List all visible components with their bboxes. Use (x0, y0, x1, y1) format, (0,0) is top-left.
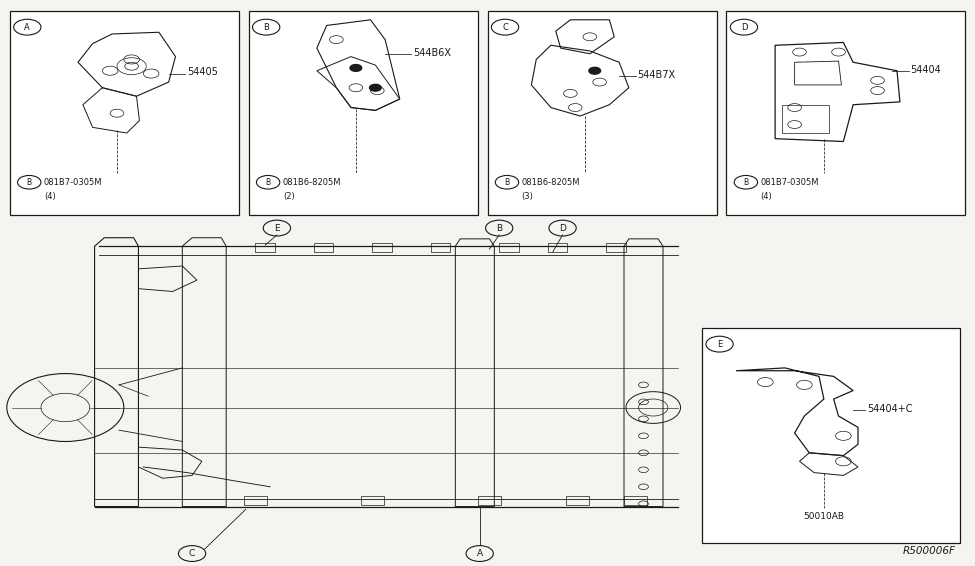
FancyBboxPatch shape (488, 11, 717, 215)
Text: 081B7-0305M: 081B7-0305M (760, 178, 819, 187)
Text: E: E (717, 340, 722, 349)
Text: (4): (4) (44, 192, 56, 201)
FancyBboxPatch shape (249, 11, 478, 215)
Text: B: B (496, 224, 502, 233)
Bar (255, 243, 275, 252)
Text: (3): (3) (522, 192, 533, 201)
Text: B: B (265, 178, 271, 187)
Circle shape (350, 65, 362, 71)
Bar (624, 496, 647, 505)
Text: D: D (559, 224, 566, 233)
Text: 544B7X: 544B7X (638, 70, 676, 80)
FancyBboxPatch shape (702, 328, 960, 543)
Text: R500006F: R500006F (903, 546, 956, 556)
Text: A: A (477, 549, 483, 558)
Text: 081B7-0305M: 081B7-0305M (44, 178, 102, 187)
Text: C: C (502, 23, 508, 32)
Text: 50010AB: 50010AB (803, 512, 844, 521)
Circle shape (589, 67, 601, 74)
Bar (499, 243, 519, 252)
Bar (782, 105, 829, 133)
Text: (4): (4) (760, 192, 772, 201)
Text: A: A (24, 23, 30, 32)
Bar (431, 243, 450, 252)
Text: 081B6-8205M: 081B6-8205M (522, 178, 580, 187)
Text: 544B6X: 544B6X (413, 48, 451, 58)
Text: 081B6-8205M: 081B6-8205M (283, 178, 341, 187)
Text: 54405: 54405 (187, 67, 218, 78)
Text: B: B (743, 178, 749, 187)
Bar (478, 496, 501, 505)
Text: B: B (263, 23, 269, 32)
Bar (566, 496, 589, 505)
FancyBboxPatch shape (10, 11, 239, 215)
Bar (244, 496, 267, 505)
Bar (606, 243, 626, 252)
Bar (372, 243, 392, 252)
Bar (314, 243, 333, 252)
Bar (361, 496, 384, 505)
Circle shape (370, 84, 381, 91)
Bar (548, 243, 567, 252)
FancyBboxPatch shape (726, 11, 965, 215)
Text: B: B (26, 178, 32, 187)
Text: (2): (2) (283, 192, 294, 201)
Text: 54404+C: 54404+C (867, 404, 913, 414)
Text: C: C (189, 549, 195, 558)
Text: D: D (741, 23, 747, 32)
Text: B: B (504, 178, 510, 187)
Text: 54404: 54404 (911, 65, 942, 75)
Text: E: E (274, 224, 280, 233)
